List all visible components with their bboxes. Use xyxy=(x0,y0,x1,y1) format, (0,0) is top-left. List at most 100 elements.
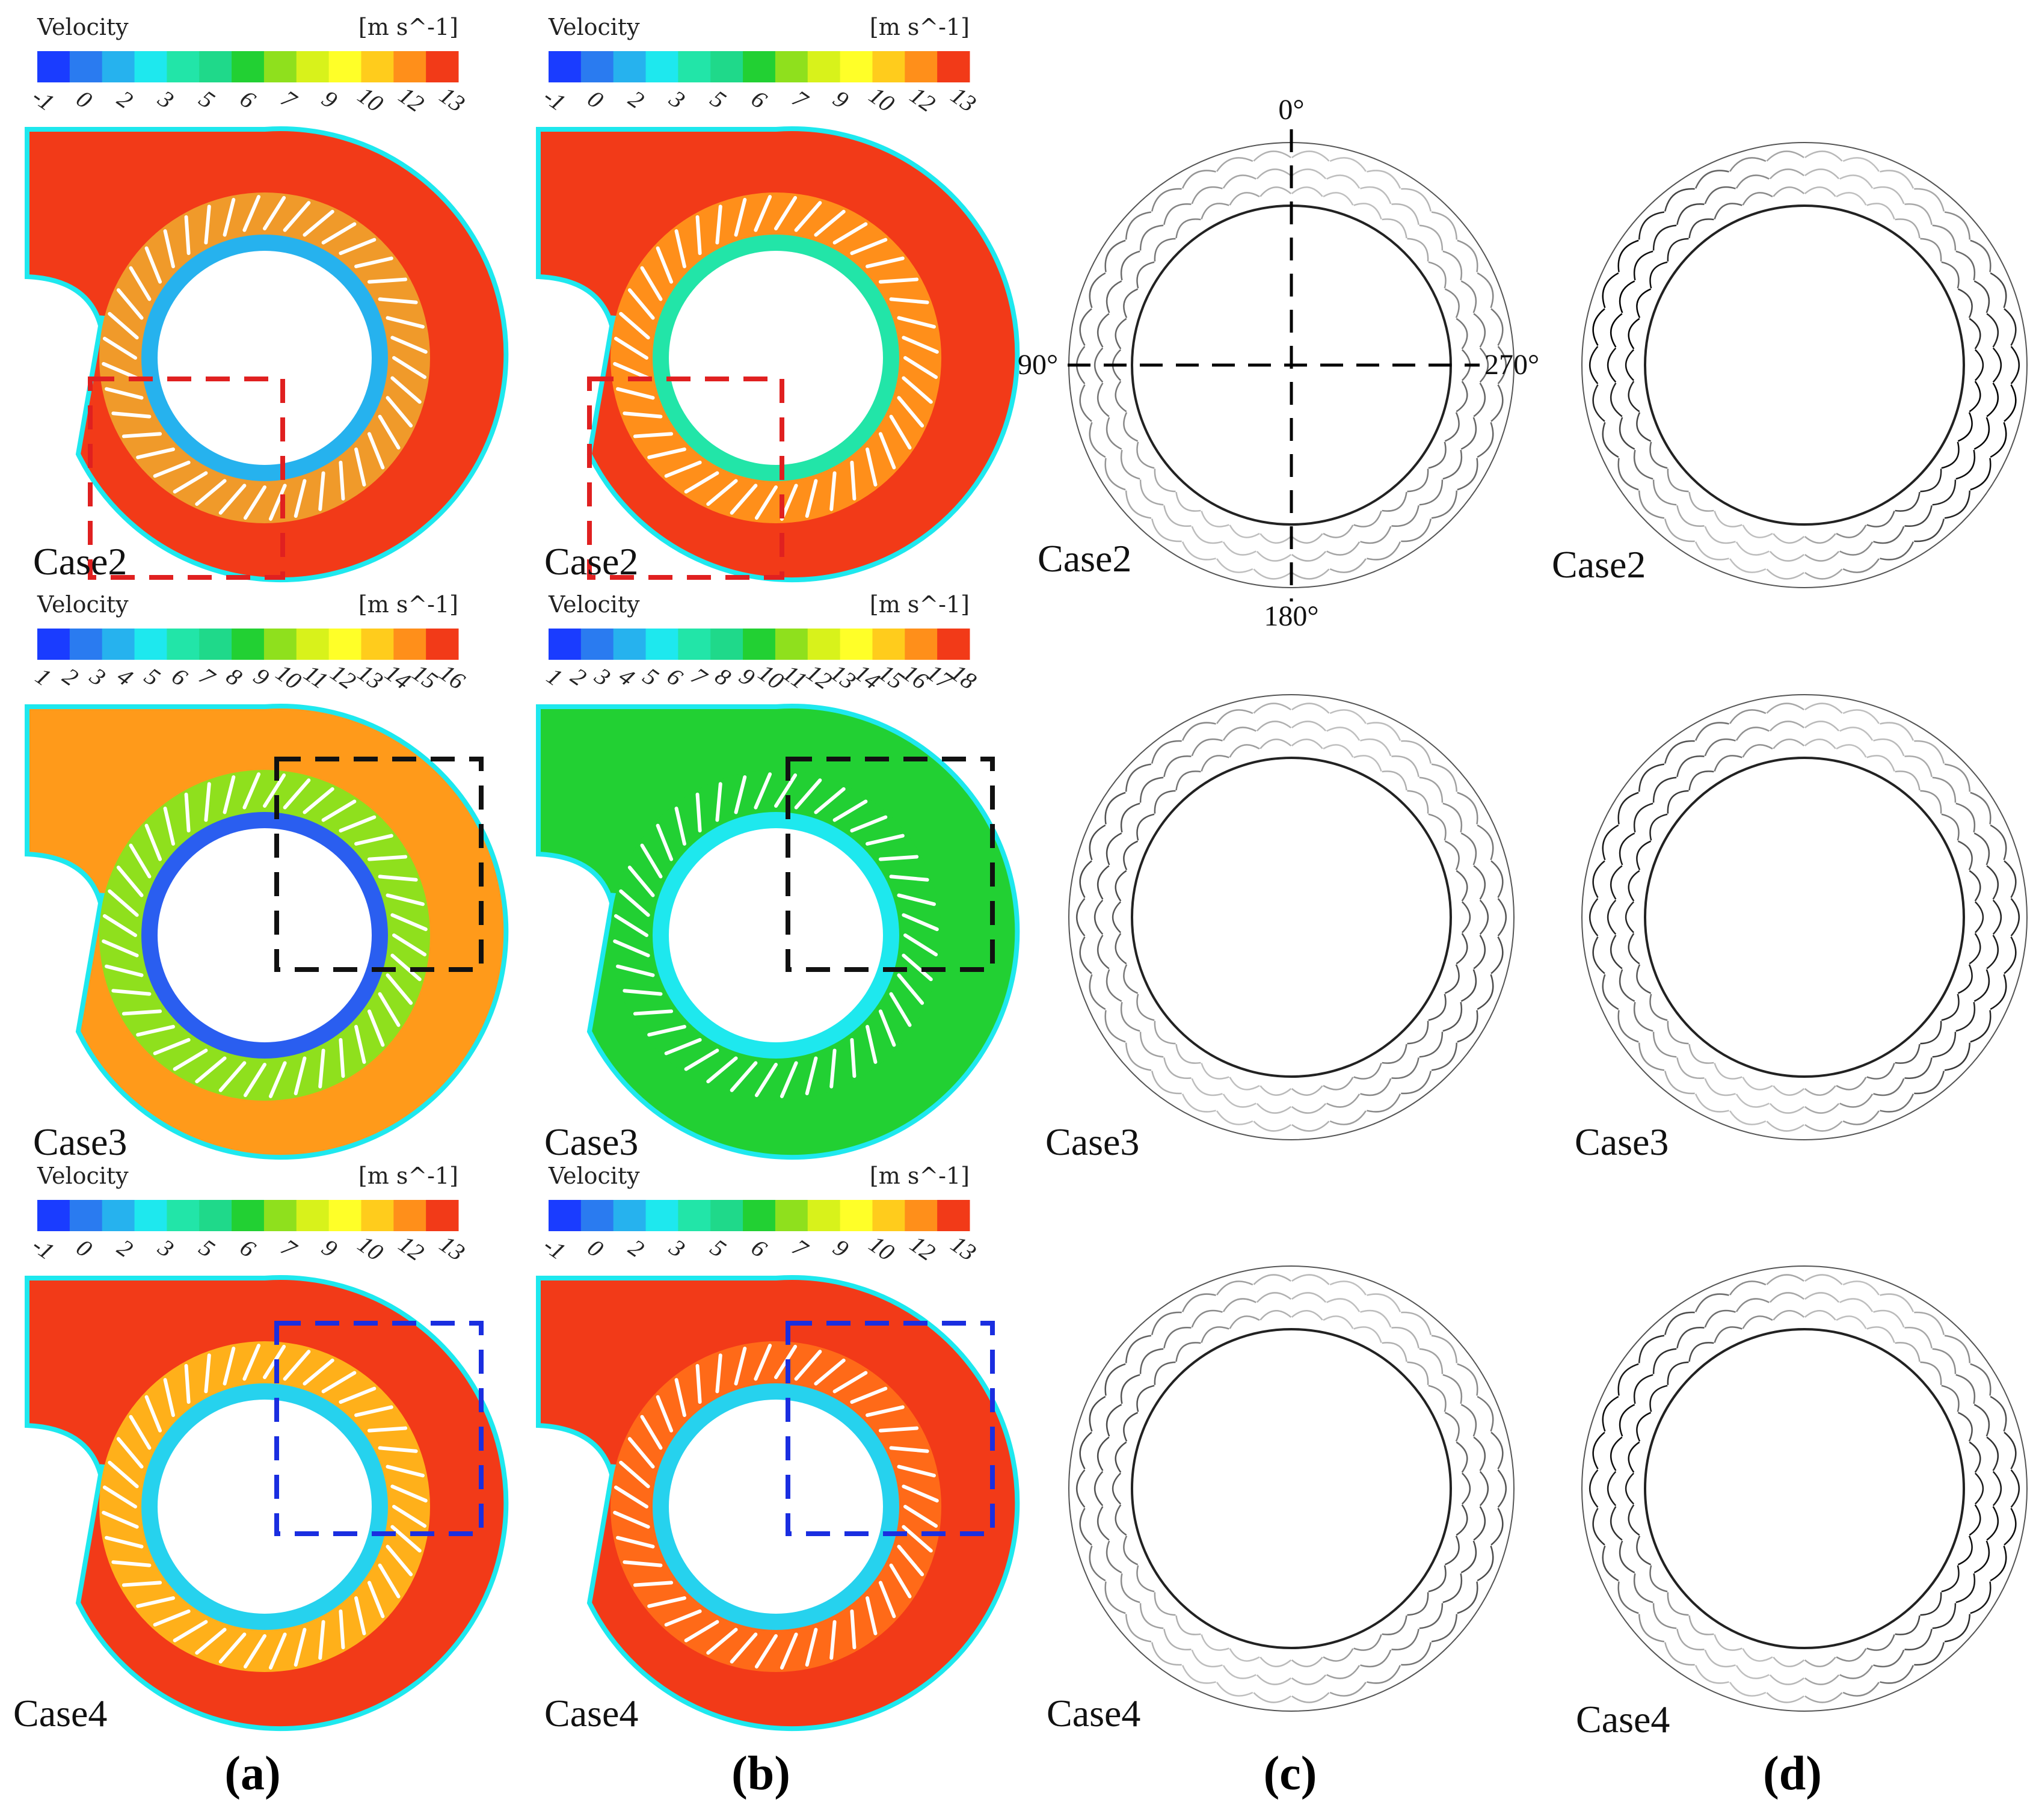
velocity-vector-streak xyxy=(1602,974,1619,1010)
velocity-vector-streak xyxy=(1880,170,1915,189)
velocity-vector-streak xyxy=(1477,1545,1494,1582)
velocity-vector-streak xyxy=(1955,449,1975,480)
velocity-vector-streak xyxy=(1969,933,1981,965)
colorbar-swatch xyxy=(580,51,614,82)
impeller-blade xyxy=(832,799,868,822)
velocity-vector-streak xyxy=(1151,740,1182,764)
velocity-vector-streak xyxy=(1769,168,1805,180)
impeller-blade xyxy=(105,964,144,977)
velocity-vector-streak xyxy=(1652,1603,1677,1629)
velocity-vector-streak xyxy=(1638,1042,1665,1071)
legend-b3: Velocity [m s^-1] -1 0 2 3 5 6 7 9 10 12 13 xyxy=(538,1163,981,1266)
velocity-vector-streak xyxy=(1382,1044,1407,1064)
colorbar-swatch xyxy=(613,51,647,82)
velocity-vector-streak xyxy=(1456,933,1468,965)
velocity-vector-streak xyxy=(1360,526,1392,544)
velocity-vector-streak xyxy=(1191,526,1223,544)
velocity-vector-streak xyxy=(1638,211,1665,240)
impeller-blade xyxy=(878,1581,896,1619)
impeller-blade xyxy=(268,1632,287,1670)
velocity-vector-streak xyxy=(1477,974,1494,1010)
colorbar-tick-label: 12 xyxy=(905,1230,941,1266)
velocity-vector-streak xyxy=(1456,870,1468,902)
velocity-vector-streak xyxy=(1253,568,1291,580)
velocity-vector-streak xyxy=(1652,224,1677,251)
impeller-blade xyxy=(614,914,648,937)
colorbar-swatch xyxy=(743,1200,776,1231)
velocity-vector-streak xyxy=(1407,790,1429,814)
velocity-vector-streak xyxy=(1125,1614,1152,1643)
colorbar-swatch xyxy=(199,1200,232,1231)
impeller-blade xyxy=(390,1525,422,1553)
impeller-blade xyxy=(866,447,878,487)
impeller-blade xyxy=(153,1038,191,1056)
impeller-blade xyxy=(889,1446,929,1453)
impeller-blade xyxy=(902,336,939,354)
velocity-vector-streak xyxy=(1256,1674,1292,1685)
velocity-vector-streak xyxy=(1638,763,1665,792)
impeller-blade xyxy=(850,460,857,501)
velocity-vector-streak xyxy=(1944,1335,1971,1363)
impeller-blade xyxy=(647,1596,686,1608)
velocity-vector-streak xyxy=(1256,168,1292,180)
velocity-vector-streak xyxy=(1676,1629,1705,1651)
colorbar-tick-label: 9 xyxy=(828,85,854,114)
impeller-blade xyxy=(794,778,822,810)
velocity-vector-streak xyxy=(1617,1581,1639,1614)
velocity-vector-streak xyxy=(1704,1649,1736,1668)
angle-reference: 0° 90° 270° 180° xyxy=(1018,94,1539,632)
velocity-vector-streak xyxy=(1866,1634,1895,1651)
velocity-vector-streak xyxy=(1175,491,1201,512)
velocity-vector-streak xyxy=(1742,1077,1773,1090)
velocity-vector-streak xyxy=(1610,313,1623,348)
velocity-vector-streak xyxy=(1163,203,1192,225)
velocity-vector-streak xyxy=(1970,458,1992,491)
velocity-vector-streak xyxy=(1607,1471,1617,1507)
impeller-blade xyxy=(195,1628,227,1655)
colorbar-tick-label: 3 xyxy=(589,662,615,691)
colorbar-tick-label: 16 xyxy=(435,659,470,695)
velocity-vector-streak xyxy=(1456,1504,1468,1536)
colorbar-swatch xyxy=(613,629,647,660)
velocity-vector-streak xyxy=(1201,203,1229,220)
velocity-vector-streak xyxy=(1873,186,1905,204)
impeller-blade xyxy=(108,1460,139,1489)
colorbar-swatch xyxy=(328,1200,361,1231)
colorbar-tick-label: 11 xyxy=(299,659,333,694)
colorbar-swatch xyxy=(807,629,841,660)
legend-unit: [m s^-1] xyxy=(870,1163,970,1189)
velocity-vector-streak xyxy=(1974,349,1984,381)
impeller-blade xyxy=(866,1405,905,1417)
velocity-vector-streak xyxy=(1742,192,1773,206)
velocity-vector-streak xyxy=(1473,935,1486,970)
case-label-b1: Case2 xyxy=(544,540,638,583)
velocity-vector-streak xyxy=(1104,239,1126,272)
velocity-vector-streak xyxy=(1229,1315,1260,1329)
velocity-vector-streak xyxy=(1222,541,1256,556)
velocity-vector-streak xyxy=(1667,1361,1689,1385)
velocity-vector-streak xyxy=(1664,1311,1695,1335)
colorbar-swatch xyxy=(37,51,70,82)
colorbar-swatch xyxy=(167,629,200,660)
velocity-vector-streak xyxy=(1589,346,1599,384)
velocity-vector-streak xyxy=(1139,1031,1164,1058)
colorbar-swatch xyxy=(102,51,135,82)
velocity-vector-streak xyxy=(1944,1614,1971,1643)
impeller-blade xyxy=(129,1415,152,1450)
colorbar-swatch xyxy=(263,1200,297,1231)
colorbar-swatch xyxy=(393,1200,426,1231)
colorbar-tick-label: 18 xyxy=(946,659,982,695)
colorbar-tick-label: -1 xyxy=(538,1231,570,1265)
impeller-blade xyxy=(102,1485,137,1508)
impeller-blade xyxy=(656,246,674,284)
velocity-vector-streak xyxy=(1079,308,1092,346)
velocity-vector-streak xyxy=(1457,239,1478,272)
impeller-blade xyxy=(386,893,425,906)
velocity-vector-streak xyxy=(1804,738,1836,749)
velocity-vector-streak xyxy=(1735,174,1770,189)
velocity-vector-streak xyxy=(1326,1665,1361,1679)
velocity-vector-streak xyxy=(1804,1692,1843,1703)
impeller-blade xyxy=(684,1048,719,1071)
impeller-blade xyxy=(889,414,912,450)
